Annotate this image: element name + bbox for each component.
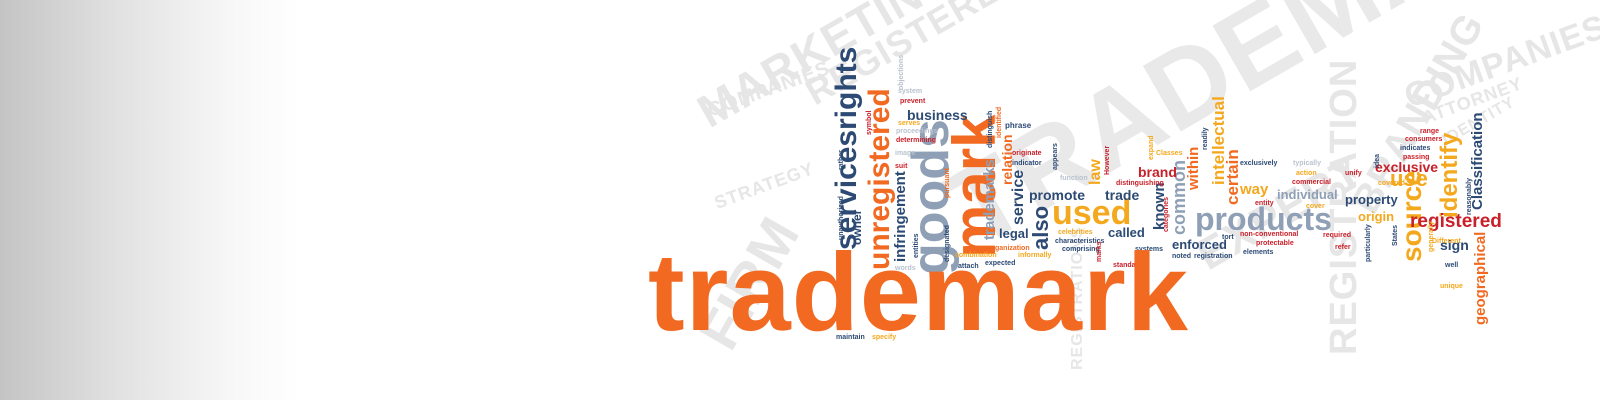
word-individual: individual (1277, 187, 1338, 202)
word-exclusively: exclusively (1240, 160, 1278, 167)
word-informally: informally (1018, 252, 1052, 259)
word-elements: elements (1243, 249, 1274, 256)
word-registered: registered (1410, 211, 1502, 232)
word-objections: objections (898, 54, 905, 90)
word-sign: sign (1440, 237, 1469, 253)
word-identified: identified (996, 106, 1003, 138)
word-attach: attach (958, 263, 979, 270)
word-within: within (1185, 146, 1202, 190)
word-words: words (895, 265, 916, 272)
word-classes: Classes (1156, 150, 1183, 157)
main-word-trademark: trademark (648, 231, 1189, 354)
word-geographical: geographical (1472, 231, 1489, 325)
word-promote: promote (1029, 187, 1085, 203)
word-celebrities: celebrities (1058, 229, 1093, 236)
word-image: image (895, 150, 916, 157)
word-idea: idea (1374, 153, 1381, 168)
word-identify: identify (1436, 132, 1463, 218)
word-states: States (1392, 224, 1399, 246)
word-maintain: maintain (836, 334, 865, 341)
word-expected: expected (985, 260, 1016, 267)
word-originate: originate (1012, 150, 1042, 157)
word-legal: legal (999, 226, 1029, 241)
word-called: called (1108, 225, 1145, 240)
word-cover: cover (1306, 203, 1325, 210)
word-brand: brand (1138, 164, 1177, 180)
word-prevent: prevent (900, 98, 926, 105)
word-combination: combination (955, 252, 997, 259)
word-unify: unify (1345, 170, 1362, 177)
word-characteristics: characteristics (1055, 238, 1105, 245)
word-well: well (1445, 262, 1459, 269)
word-distinguish: distinguish (987, 110, 994, 148)
word-law: law (1087, 159, 1104, 185)
word-required: required (1323, 232, 1352, 239)
word-different: Different (1432, 238, 1461, 245)
word-non-conventional: non-conventional (1240, 231, 1299, 238)
word-range: range (1420, 128, 1440, 135)
word-origin: origin (1358, 209, 1395, 224)
bg-word-strategy: STRATEGY (711, 158, 817, 213)
word-trade: trade (1105, 187, 1140, 203)
word-rights: rights (830, 46, 863, 130)
word-certain: certain (1223, 149, 1242, 205)
word-noted: noted (1172, 253, 1192, 260)
word-comprising: comprising (1062, 246, 1100, 253)
word-passing: passing (1403, 154, 1430, 161)
word-symbol: symbol (866, 110, 873, 135)
word-phrase: phrase (1005, 121, 1032, 130)
word-property: property (1345, 192, 1398, 207)
word-serves: serves (898, 120, 921, 127)
word-particularly: particularly (1365, 224, 1372, 262)
word-covered: covered (1378, 180, 1405, 187)
word-trademarks: trademarks (981, 159, 998, 240)
word-proceedings: proceedings (896, 128, 938, 135)
word-standard: standard (1113, 262, 1143, 269)
word-business: business (907, 107, 968, 123)
word-appears: appears (1052, 143, 1059, 170)
word-function: function (1060, 175, 1088, 182)
word-categories: categories (1163, 196, 1170, 232)
word-indicates: indicates (1400, 145, 1431, 152)
word-protectable: protectable (1256, 240, 1294, 247)
word-however: However (1104, 145, 1111, 175)
word-products: products (1195, 201, 1332, 237)
word-expand: expand (1148, 135, 1155, 160)
word-exclusive: exclusive (1375, 159, 1439, 175)
word-entity: entity (1255, 200, 1274, 207)
word-way: way (1240, 181, 1269, 198)
word-systems: systems (1135, 246, 1164, 253)
word-unique: unique (1440, 283, 1463, 290)
word-generally: generally (1428, 221, 1435, 252)
word-pursuant: pursuant (944, 168, 951, 198)
word-reasonably: reasonably (1466, 178, 1473, 215)
word-used: used (1052, 194, 1132, 232)
word-rather: rather (838, 150, 845, 170)
word-system: system (898, 88, 923, 95)
word-specify: specify (872, 334, 897, 341)
word-enforced: enforced (1172, 237, 1227, 252)
word-action: action (1296, 170, 1317, 177)
word-consumers: consumers (1405, 136, 1443, 143)
word-typically: typically (1293, 160, 1322, 167)
word-service: service (1010, 169, 1027, 225)
word-tort: tort (1222, 234, 1234, 241)
word-determining: determining (896, 137, 937, 144)
word-suit: suit (895, 163, 908, 170)
word-readily: readily (1202, 127, 1209, 150)
word-commercial: commercial (1292, 179, 1331, 186)
word-indicator: indicator (1012, 160, 1042, 167)
word-registration: registration (1194, 253, 1233, 260)
word-organization: organization (988, 245, 1030, 252)
word-use: use (1390, 166, 1428, 191)
word-distinguishing: distinguishing (1116, 180, 1164, 187)
word-refer: refer (1335, 244, 1351, 251)
